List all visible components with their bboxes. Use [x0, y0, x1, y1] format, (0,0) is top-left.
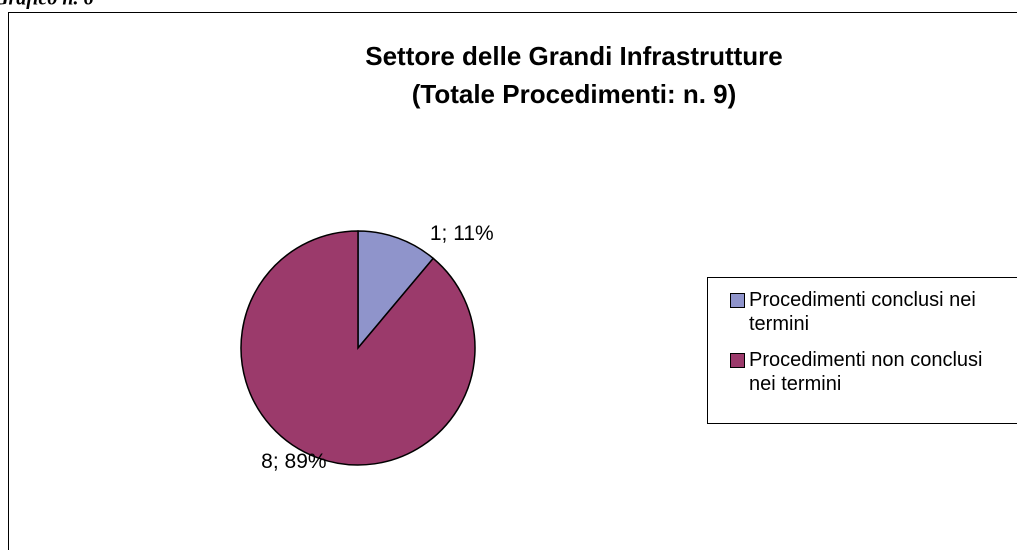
- data-label: 1; 11%: [430, 222, 494, 245]
- pie-slice: [357, 230, 435, 351]
- chart-title: (Totale Procedimenti: n. 9): [412, 79, 737, 109]
- legend: Procedimenti conclusi nei termini Procedi…: [707, 277, 1017, 424]
- chart-title: Settore delle Grandi Infrastrutture: [365, 41, 783, 71]
- chart-frame: [8, 12, 1017, 550]
- legend-swatch: [730, 353, 745, 368]
- legend-label: Procedimenti non conclusi nei termini: [749, 349, 983, 395]
- data-label: 8; 89%: [261, 450, 326, 473]
- legend-swatch: [730, 293, 745, 308]
- pie-slice: [240, 230, 476, 466]
- legend-entry: Procedimenti conclusi nei termini: [730, 288, 1017, 336]
- caption: Grafico n. 6: [0, 0, 93, 10]
- legend-label: Procedimenti conclusi nei termini: [749, 289, 976, 335]
- legend-entry: Procedimenti non conclusi nei termini: [730, 348, 1017, 396]
